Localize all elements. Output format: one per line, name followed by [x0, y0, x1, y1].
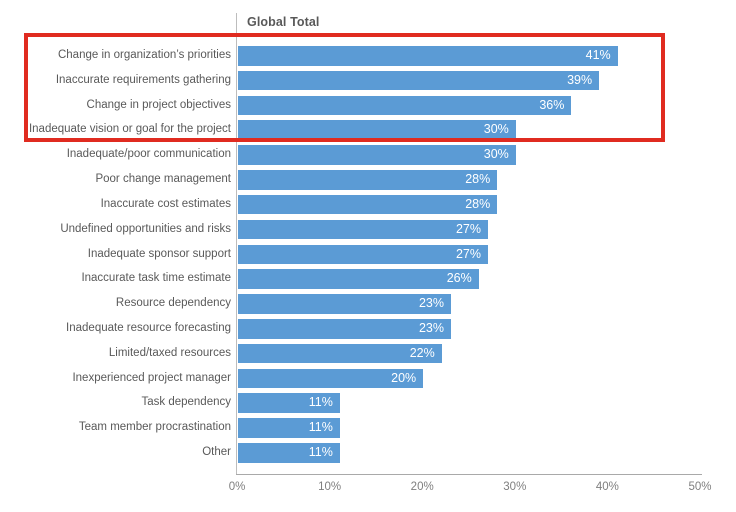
bar: 30%	[238, 120, 516, 140]
x-tick-label: 0%	[228, 481, 246, 493]
category-label: Other	[202, 446, 231, 459]
bar: 11%	[238, 443, 340, 463]
value-label: 22%	[409, 345, 435, 360]
value-label: 11%	[308, 420, 333, 435]
value-label: 41%	[585, 48, 611, 62]
bar: 36%	[238, 95, 572, 116]
value-label: 27%	[455, 221, 482, 236]
category-label: Inaccurate task time estimate	[81, 272, 231, 285]
bar-row: Change in project objectives 36%	[0, 95, 736, 116]
bar-row: Task dependency 11%	[0, 393, 736, 413]
bar: 39%	[238, 70, 600, 91]
bar: 20%	[238, 368, 424, 389]
value-label: 28%	[465, 196, 491, 211]
bar-row: Team member procrastination 11%	[0, 418, 736, 438]
x-tick-label: 30%	[503, 481, 527, 493]
bar-row: Inadequate resource forecasting 23%	[0, 319, 736, 339]
category-label: Inadequate/poor communication	[66, 148, 231, 161]
value-label: 36%	[539, 97, 565, 112]
bar-row: Undefined opportunities and risks 27%	[0, 219, 736, 240]
bar-row: Other 11%	[0, 443, 736, 463]
y-axis-line	[236, 13, 237, 475]
bar: 22%	[238, 343, 442, 364]
bar: 41%	[238, 46, 618, 66]
bar-row: Poor change management 28%	[0, 170, 736, 190]
x-tick-label: 50%	[688, 481, 712, 493]
value-label: 39%	[567, 72, 593, 87]
category-label: Inexperienced project manager	[72, 371, 231, 384]
value-label: 27%	[455, 246, 482, 261]
value-label: 23%	[418, 321, 444, 336]
category-label: Inaccurate requirements gathering	[55, 73, 231, 86]
chart-title: Global Total	[247, 15, 320, 29]
bar: 23%	[238, 294, 451, 314]
value-label: 26%	[446, 271, 472, 286]
bar-row: Inaccurate task time estimate 26%	[0, 269, 736, 289]
bar: 28%	[238, 194, 498, 215]
x-tick-label: 40%	[595, 481, 619, 493]
value-label: 23%	[418, 296, 444, 311]
value-label: 11%	[308, 395, 333, 410]
bar-row: Inadequate sponsor support 27%	[0, 244, 736, 265]
category-label: Change in project objectives	[86, 98, 231, 111]
bar: 23%	[238, 319, 451, 339]
category-label: Inadequate vision or goal for the projec…	[28, 123, 231, 136]
category-label: Poor change management	[95, 173, 231, 186]
bar: 11%	[238, 393, 340, 413]
category-label: Task dependency	[141, 396, 231, 409]
bar-row: Resource dependency 23%	[0, 294, 736, 314]
x-axis-line	[236, 474, 702, 475]
bar-row: Inaccurate requirements gathering 39%	[0, 70, 736, 91]
value-label: 28%	[465, 172, 491, 187]
category-label: Inadequate sponsor support	[87, 247, 231, 260]
category-label: Change in organization’s priorities	[57, 49, 231, 61]
value-label: 30%	[483, 147, 509, 162]
category-label: Undefined opportunities and risks	[60, 222, 231, 235]
bar: 27%	[238, 219, 489, 240]
category-label: Team member procrastination	[78, 421, 231, 434]
category-label: Inadequate resource forecasting	[66, 322, 231, 335]
bar-row: Inadequate/poor communication 30%	[0, 145, 736, 165]
bar: 27%	[238, 244, 489, 265]
bar-row: Inaccurate cost estimates 28%	[0, 194, 736, 215]
value-label: 11%	[308, 445, 333, 460]
bar: 30%	[238, 145, 516, 165]
x-tick-label: 20%	[410, 481, 434, 493]
category-label: Resource dependency	[115, 297, 231, 310]
bar: 11%	[238, 418, 340, 438]
bar-row: Inexperienced project manager 20%	[0, 368, 736, 389]
bar-row: Limited/taxed resources 22%	[0, 343, 736, 364]
value-label: 20%	[391, 370, 417, 385]
value-label: 30%	[483, 122, 509, 137]
category-label: Inaccurate cost estimates	[100, 197, 231, 210]
bar: 26%	[238, 269, 479, 289]
category-label: Limited/taxed resources	[108, 346, 231, 359]
bar: 28%	[238, 170, 498, 190]
bar-row: Change in organization’s priorities 41%	[0, 46, 736, 66]
x-tick-label: 10%	[318, 481, 342, 493]
bar-row: Inadequate vision or goal for the projec…	[0, 120, 736, 140]
